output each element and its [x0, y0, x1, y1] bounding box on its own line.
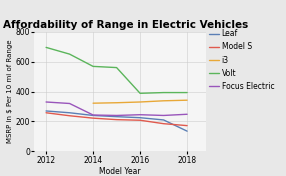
Leaf	[185, 130, 189, 132]
Model S	[138, 119, 142, 121]
Volt	[91, 65, 95, 67]
Focus Electric	[115, 114, 118, 117]
i3	[91, 102, 95, 104]
i3	[162, 100, 165, 102]
Model S	[44, 112, 48, 114]
Line: Volt: Volt	[46, 47, 187, 93]
Leaf	[162, 119, 165, 121]
Leaf	[68, 112, 71, 114]
Focus Electric	[91, 114, 95, 116]
Model S	[185, 125, 189, 127]
X-axis label: Model Year: Model Year	[99, 167, 141, 176]
Line: i3: i3	[93, 100, 187, 103]
Leaf	[44, 110, 48, 112]
Leaf	[138, 117, 142, 119]
Leaf	[115, 116, 118, 118]
Volt	[68, 53, 71, 55]
Legend: Leaf, Model S, i3, Volt, Focus Electric: Leaf, Model S, i3, Volt, Focus Electric	[209, 29, 274, 91]
i3	[185, 99, 189, 101]
Model S	[115, 119, 118, 121]
Volt	[162, 92, 165, 94]
Leaf	[91, 114, 95, 117]
Line: Leaf: Leaf	[46, 111, 187, 131]
i3	[138, 101, 142, 103]
Focus Electric	[185, 113, 189, 115]
Y-axis label: MSRP in $ Per 10 mi of Range: MSRP in $ Per 10 mi of Range	[7, 40, 13, 143]
Volt	[185, 92, 189, 94]
Model S	[162, 123, 165, 125]
i3	[115, 102, 118, 104]
Focus Electric	[68, 102, 71, 105]
Volt	[44, 46, 48, 48]
Focus Electric	[44, 101, 48, 103]
Focus Electric	[162, 114, 165, 117]
Model S	[68, 115, 71, 117]
Volt	[138, 92, 142, 94]
Line: Focus Electric: Focus Electric	[46, 102, 187, 115]
Text: Affordability of Range in Electric Vehicles: Affordability of Range in Electric Vehic…	[3, 20, 249, 30]
Focus Electric	[138, 114, 142, 116]
Volt	[115, 67, 118, 69]
Line: Model S: Model S	[46, 113, 187, 126]
Model S	[91, 117, 95, 119]
